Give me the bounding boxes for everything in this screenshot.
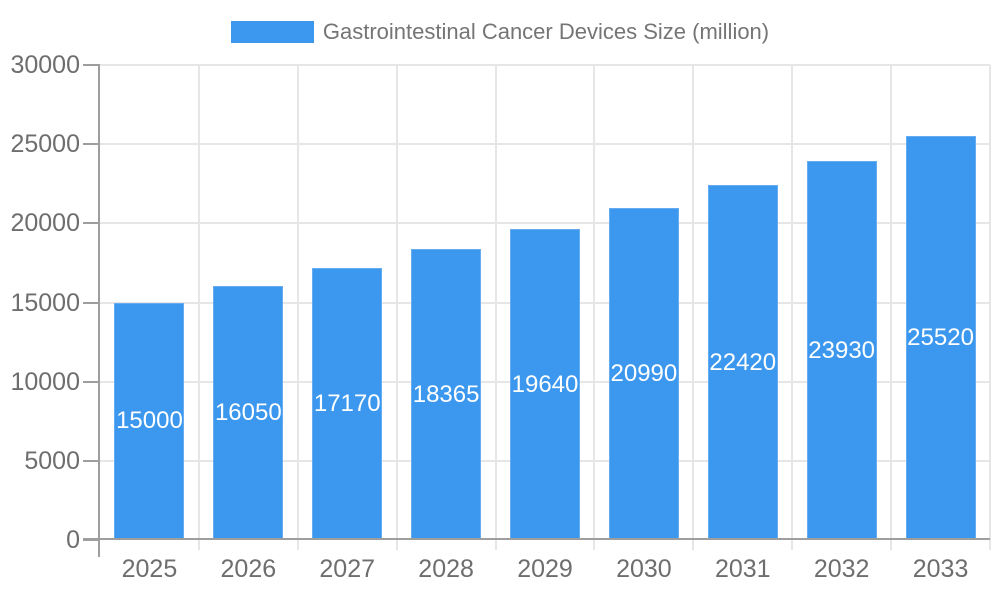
x-axis-label-2025: 2025 <box>121 555 178 583</box>
x-axis-line <box>83 538 990 540</box>
y-axis-label-5000: 5000 <box>24 446 80 475</box>
y-axis-label-15000: 15000 <box>10 288 80 317</box>
x-axis-label-2030: 2030 <box>616 555 672 583</box>
gridline-v <box>395 65 398 550</box>
gridline-v <box>593 65 596 550</box>
bar-value-label: 16050 <box>214 398 282 426</box>
gridline-v <box>989 65 991 550</box>
x-axis-label-2032: 2032 <box>813 555 870 583</box>
gridline-v <box>692 65 695 550</box>
bar-value-label: 18365 <box>412 380 480 408</box>
y-axis-label-25000: 25000 <box>10 130 80 159</box>
x-axis-label-2027: 2027 <box>319 555 376 583</box>
chart-legend[interactable]: Gastrointestinal Cancer Devices Size (mi… <box>0 20 1000 44</box>
x-axis-label-2031: 2031 <box>714 555 771 583</box>
x-axis-label-2028: 2028 <box>418 555 474 583</box>
bar-value-label: 22420 <box>709 348 777 376</box>
y-tick-mark <box>83 539 100 541</box>
y-tick-mark <box>83 459 100 462</box>
gridline-v <box>494 65 497 550</box>
bar-2025[interactable]: 15000 <box>114 302 185 540</box>
gridline-h <box>100 143 990 146</box>
y-axis-label-20000: 20000 <box>10 209 80 238</box>
bar-value-label: 15000 <box>116 407 183 435</box>
x-axis-label-2026: 2026 <box>220 555 277 583</box>
bar-2028[interactable]: 18365 <box>411 249 482 540</box>
x-axis-label-2029: 2029 <box>517 555 573 583</box>
x-axis-label-2033: 2033 <box>912 555 969 583</box>
y-axis-label-30000: 30000 <box>10 51 80 79</box>
legend-swatch <box>230 21 314 43</box>
y-tick-mark <box>83 143 100 146</box>
y-tick-mark <box>83 380 100 383</box>
bar-2026[interactable]: 16050 <box>213 285 284 540</box>
gridline-v <box>791 65 794 550</box>
bar-value-label: 23930 <box>808 336 876 364</box>
y-tick-mark <box>83 301 100 304</box>
gridline-v <box>296 65 299 550</box>
bar-value-label: 25520 <box>907 323 974 351</box>
bar-2027[interactable]: 17170 <box>312 268 383 540</box>
bar-2030[interactable]: 20990 <box>608 207 679 540</box>
bar-value-label: 17170 <box>313 390 381 418</box>
bar-2032[interactable]: 23930 <box>806 161 877 540</box>
bar-2029[interactable]: 19640 <box>510 229 580 540</box>
bar-value-label: 20990 <box>610 359 678 387</box>
y-tick-mark <box>83 222 100 225</box>
y-axis-label-10000: 10000 <box>10 367 80 396</box>
y-axis-label-0: 0 <box>66 526 80 554</box>
y-axis-line <box>98 65 100 557</box>
gridline-v <box>197 65 200 550</box>
gridline-h <box>100 222 990 225</box>
gridline-h <box>100 64 990 66</box>
gridline-v <box>890 65 893 550</box>
legend-title: Gastrointestinal Cancer Devices Size (mi… <box>322 19 770 44</box>
y-tick-mark <box>83 64 100 66</box>
bar-value-label: 19640 <box>511 370 579 398</box>
bar-2033[interactable]: 25520 <box>905 135 976 540</box>
bar-2031[interactable]: 22420 <box>707 185 778 540</box>
